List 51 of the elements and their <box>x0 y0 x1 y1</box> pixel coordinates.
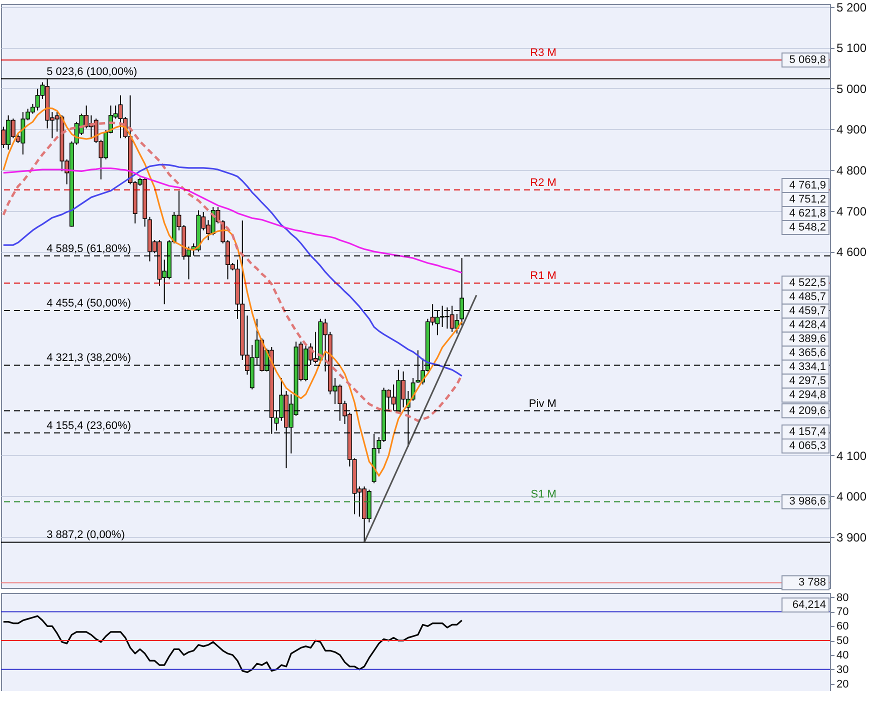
annotation: 3 986,6 <box>789 496 826 508</box>
ref-line-label: 4 155,4 (23,60%) <box>46 420 131 432</box>
ref-line-label: S1 M <box>530 488 556 501</box>
y-tick-label: 4 600 <box>836 245 867 260</box>
annotation: 4 389,6 <box>789 333 826 346</box>
y-tick-label: 3 900 <box>836 530 867 545</box>
ref-line-label: 4 455,4 (50,00%) <box>46 298 131 310</box>
annotation: 64,214 <box>792 599 826 611</box>
y-tick-label: 4 000 <box>836 490 867 504</box>
annotation: 4 621,8 <box>789 208 826 220</box>
ref-line-label: R2 M <box>530 176 556 189</box>
annotation: 4 157,4 <box>789 426 826 438</box>
annotation: 3 788 <box>798 576 826 589</box>
annotation: 4 065,3 <box>789 440 826 452</box>
y-tick-label: 80 <box>836 592 849 604</box>
annotation: 4 522,5 <box>789 277 826 290</box>
y-tick-label: 40 <box>836 649 849 662</box>
y-tick-label: 4 900 <box>836 122 867 137</box>
ref-line-label: 5 023,6 (100,00%) <box>46 66 138 78</box>
ref-line-label: 4 589,5 (61,80%) <box>46 242 131 255</box>
annotation: 4 209,6 <box>789 404 826 417</box>
ref-line-label: R1 M <box>530 270 556 282</box>
y-tick-label: 5 200 <box>836 0 867 14</box>
ref-line-label: 3 887,2 (0,00%) <box>46 529 125 542</box>
annotation: 5 069,8 <box>789 54 826 66</box>
annotation: 4 751,2 <box>789 194 826 206</box>
annotation: 4 761,9 <box>789 180 826 192</box>
annotation: 4 334,1 <box>789 361 826 374</box>
y-tick-label: 5 100 <box>836 41 867 56</box>
annotation: 4 428,4 <box>789 319 826 332</box>
annotation: 4 297,5 <box>789 375 826 388</box>
y-tick-label: 70 <box>836 606 849 618</box>
line-series <box>2 615 463 674</box>
y-tick-label: 50 <box>836 635 849 648</box>
y-tick-label: 5 000 <box>836 82 867 96</box>
y-tick-label: 4 800 <box>836 163 867 178</box>
line-series <box>2 107 463 477</box>
y-tick-label: 4 700 <box>836 204 867 218</box>
y-tick-label: 20 <box>836 678 849 690</box>
ref-line-label: 4 321,3 (38,20%) <box>46 352 131 364</box>
annotation: 4 365,6 <box>789 347 826 360</box>
annotation: 4 548,2 <box>789 222 826 234</box>
annotation: 4 294,8 <box>789 389 826 402</box>
ref-line-label: R3 M <box>530 46 556 59</box>
y-tick-label: 60 <box>836 620 849 633</box>
annotation: 4 485,7 <box>789 291 826 304</box>
line-series <box>2 164 463 377</box>
ref-line-label: Piv M <box>528 398 556 410</box>
y-tick-label: 30 <box>836 664 849 676</box>
annotation: 4 459,7 <box>789 305 826 318</box>
y-tick-label: 4 100 <box>836 448 867 463</box>
